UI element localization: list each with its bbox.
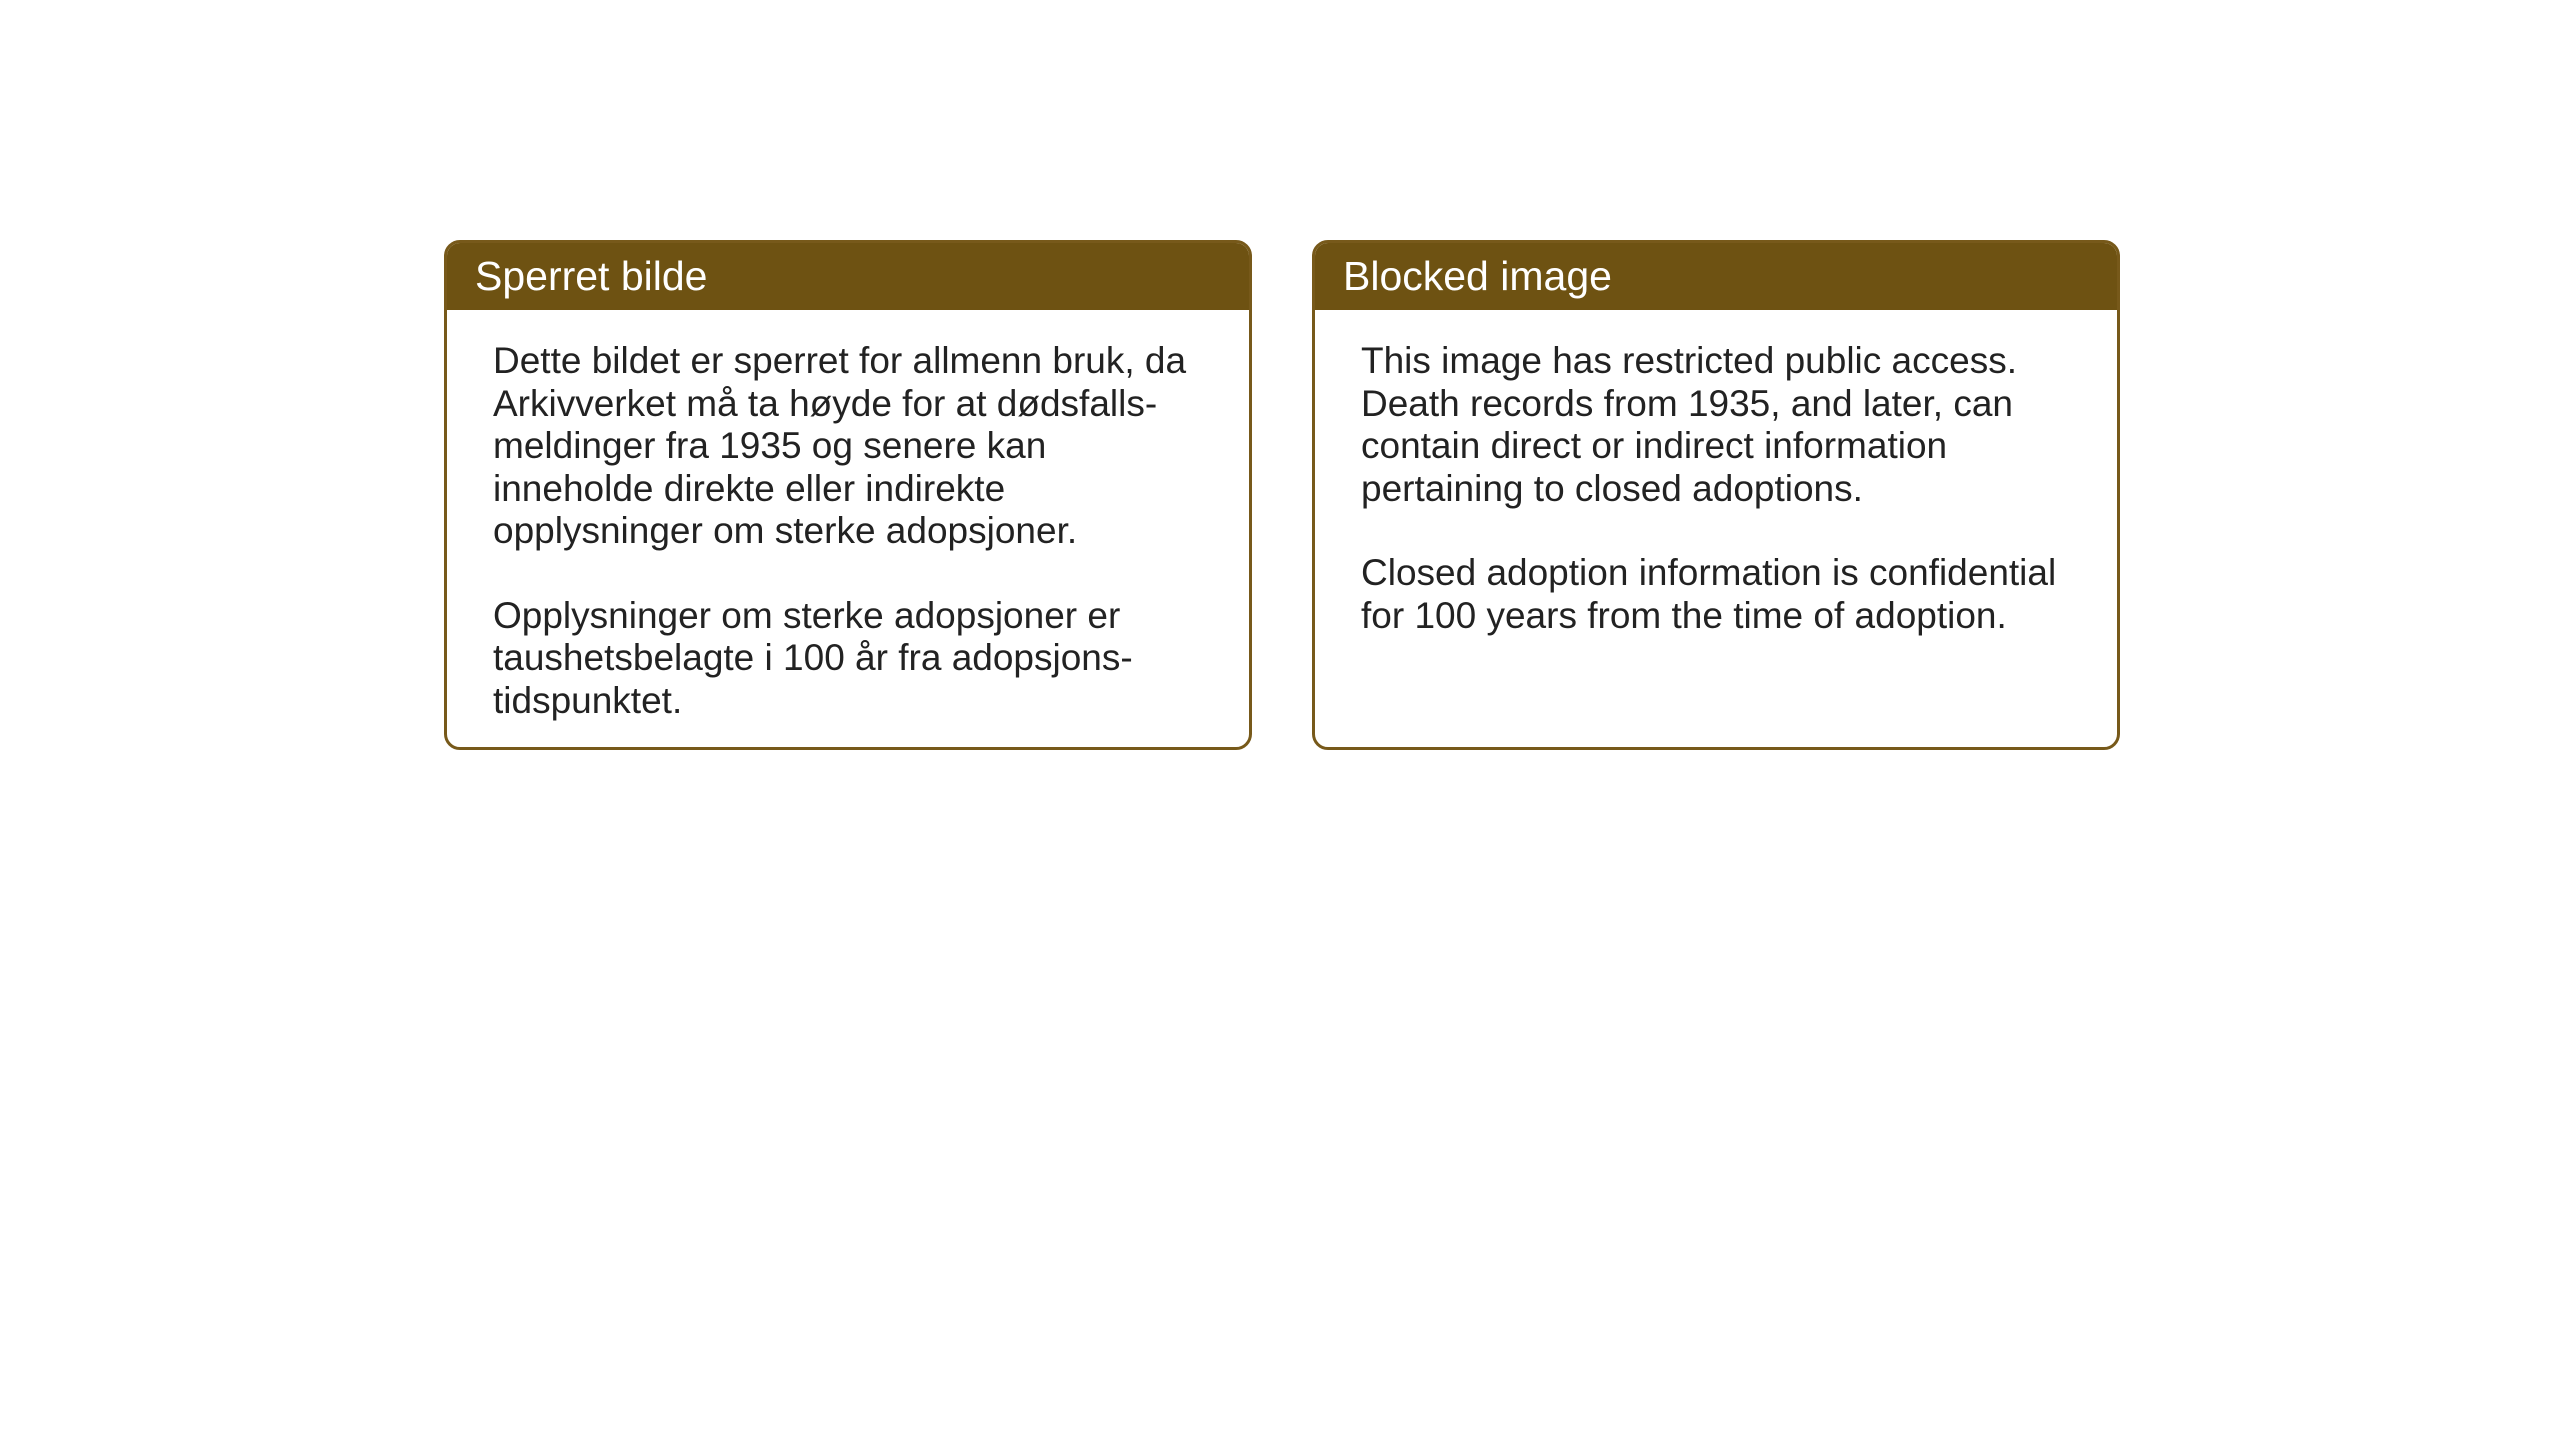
english-card-body: This image has restricted public access.… [1315, 310, 2117, 677]
norwegian-paragraph-1: Dette bildet er sperret for allmenn bruk… [493, 340, 1203, 553]
notice-cards-container: Sperret bilde Dette bildet er sperret fo… [444, 240, 2120, 750]
norwegian-card-body: Dette bildet er sperret for allmenn bruk… [447, 310, 1249, 750]
english-paragraph-2: Closed adoption information is confident… [1361, 552, 2071, 637]
english-notice-card: Blocked image This image has restricted … [1312, 240, 2120, 750]
norwegian-paragraph-2: Opplysninger om sterke adopsjoner er tau… [493, 595, 1203, 723]
norwegian-notice-card: Sperret bilde Dette bildet er sperret fo… [444, 240, 1252, 750]
english-card-title: Blocked image [1315, 243, 2117, 310]
norwegian-card-title: Sperret bilde [447, 243, 1249, 310]
english-paragraph-1: This image has restricted public access.… [1361, 340, 2071, 510]
